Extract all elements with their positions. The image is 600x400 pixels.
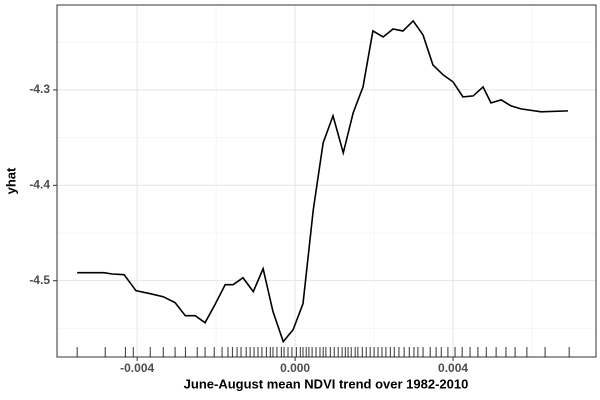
y-tick-label: -4.3 [29,82,50,96]
x-tick-label: 0.004 [438,361,468,375]
x-tick-label: -0.004 [120,361,154,375]
x-tick-label: 0.000 [280,361,310,375]
y-axis-title: yhat [3,167,18,194]
y-tick-label: -4.4 [29,177,50,191]
data-line [77,19,568,344]
x-axis-title: June-August mean NDVI trend over 1982-20… [184,376,469,391]
plot-border [56,4,597,358]
y-tick-label: -4.5 [29,273,50,287]
